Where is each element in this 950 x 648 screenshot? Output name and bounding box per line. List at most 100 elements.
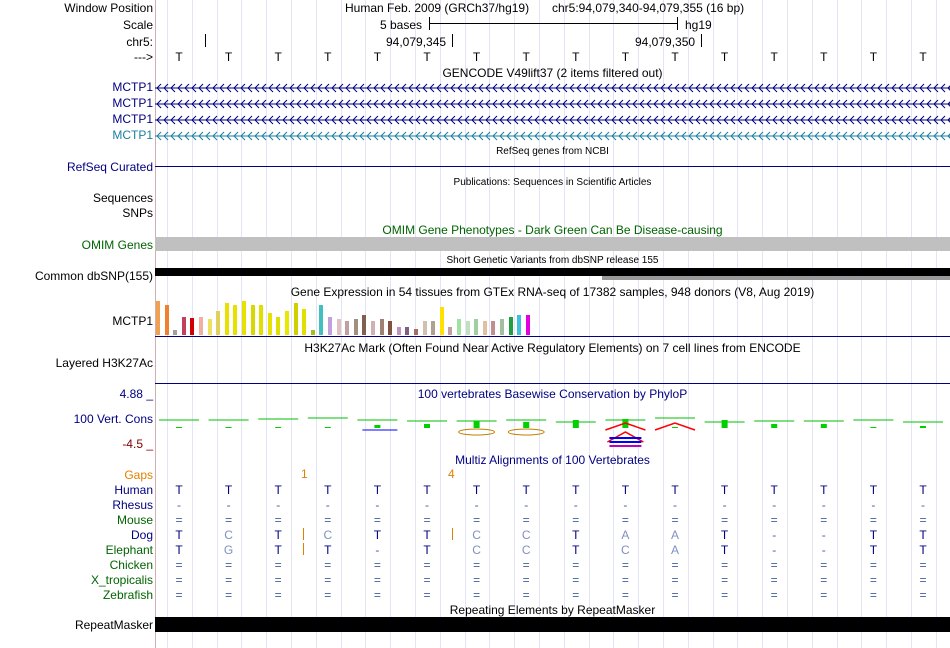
conservation-title[interactable]: 100 vertebrates Basewise Conservation by… [417,387,688,401]
gtex-tissue-bar[interactable] [448,327,453,335]
base-letter: T [324,50,332,64]
label-sequences[interactable]: Sequences [92,191,153,205]
gtex-tissue-bar[interactable] [336,319,341,335]
gtex-tissue-bar[interactable] [216,311,221,335]
species-label-x_tropicalis[interactable]: X_tropicalis [90,573,153,587]
gtex-tissue-bar[interactable] [379,319,384,335]
gtex-tissue-bar[interactable] [302,309,307,335]
dbsnp-title[interactable]: Short Genetic Variants from dbSNP releas… [446,255,659,266]
gtex-tissue-bar[interactable] [242,301,246,335]
repeatmasker-title[interactable]: Repeating Elements by RepeatMasker [449,603,656,617]
label-gencode-mctp1-3[interactable]: MCTP1 [112,112,153,126]
h3k27ac-title[interactable]: H3K27Ac Mark (Often Found Near Active Re… [304,341,801,355]
species-label-elephant[interactable]: Elephant [105,543,153,557]
gtex-tissue-bar[interactable] [224,303,229,335]
species-label-rhesus[interactable]: Rhesus [112,498,153,512]
track-display-area[interactable]: Human Feb. 2009 (GRCh37/hg19) chr5:94,07… [155,0,950,648]
gtex-tissue-bar[interactable] [319,305,324,335]
gtex-tissue-bar[interactable] [431,321,436,335]
gencode-transcript-1[interactable] [155,81,950,95]
gtex-tissue-bar[interactable] [508,317,513,335]
gtex-tissue-bar[interactable] [353,319,358,335]
omim-title[interactable]: OMIM Gene Phenotypes - Dark Green Can Be… [382,223,723,237]
gtex-tissue-bar[interactable] [474,319,479,335]
gtex-tissue-bar[interactable] [439,307,444,335]
gtex-tissue-bar[interactable] [414,329,418,335]
gtex-tissue-bar[interactable] [371,321,375,335]
species-label-zebrafish[interactable]: Zebrafish [102,588,153,602]
gtex-tissue-bar[interactable] [328,317,332,335]
base-letter: T [671,50,679,64]
gtex-tissue-bar[interactable] [482,321,487,335]
grid-line [886,0,888,648]
label-snps[interactable]: SNPs [122,206,153,220]
gtex-tissue-bar[interactable] [233,305,238,335]
gtex-tissue-bar[interactable] [362,315,367,335]
refseq-title[interactable]: RefSeq genes from NCBI [496,146,609,157]
label-h3k27ac[interactable]: Layered H3K27Ac [55,356,153,370]
species-label-human[interactable]: Human [114,483,153,497]
gtex-tissue-bar[interactable] [181,317,186,335]
gtex-tissue-bar[interactable] [293,303,298,335]
gtex-expression-chart[interactable] [156,299,536,335]
gencode-transcript-3[interactable] [155,113,950,127]
gtex-tissue-bar[interactable] [525,315,530,335]
gtex-tissue-bar[interactable] [267,313,272,335]
gtex-tissue-bar[interactable] [207,319,212,335]
species-label-mouse[interactable]: Mouse [116,513,153,527]
gtex-title[interactable]: Gene Expression in 54 tissues from GTEx … [290,285,815,299]
gtex-tissue-bar[interactable] [250,305,255,335]
label-chr[interactable]: chr5: [126,35,153,49]
refseq-gene-line[interactable] [155,166,950,167]
multiz-title[interactable]: Multiz Alignments of 100 Vertebrates [455,453,650,467]
label-gtex[interactable]: MCTP1 [112,314,153,328]
gtex-tissue-bar[interactable] [457,319,461,335]
alignment-cell-rhesus: - [772,498,777,512]
gtex-tissue-bar[interactable] [465,321,470,335]
gencode-transcript-2[interactable] [155,97,950,111]
gtex-tissue-bar[interactable] [517,315,522,335]
dbsnp-variant-bar[interactable] [155,268,950,276]
conservation-plot[interactable] [155,400,950,455]
label-gaps[interactable]: Gaps [124,468,153,482]
gtex-tissue-bar[interactable] [259,305,264,335]
gtex-tissue-bar[interactable] [491,321,496,335]
label-refseq[interactable]: RefSeq Curated [66,160,153,174]
gtex-tissue-bar[interactable] [345,321,350,335]
label-cons[interactable]: 100 Vert. Cons [73,412,153,426]
gtex-tissue-bar[interactable] [388,321,393,335]
label-dbsnp[interactable]: Common dbSNP(155) [34,269,153,283]
label-omim[interactable]: OMIM Genes [81,238,153,252]
gencode-title[interactable]: GENCODE V49lift37 (2 items filtered out) [442,66,663,80]
label-repeatmasker[interactable]: RepeatMasker [74,618,153,632]
repeatmasker-bar[interactable] [155,617,950,632]
alignment-cell-mouse: = [324,513,332,527]
gtex-tissue-bar[interactable] [276,317,281,335]
gtex-tissue-bar[interactable] [285,311,289,335]
conservation-bar [473,421,480,428]
omim-gene-bar[interactable] [155,237,950,251]
gtex-tissue-bar[interactable] [310,330,315,335]
label-scale[interactable]: Scale [122,18,153,32]
gtex-tissue-bar[interactable] [173,330,178,335]
gtex-tissue-bar[interactable] [156,301,160,335]
gtex-tissue-bar[interactable] [422,321,427,335]
publications-title[interactable]: Publications: Sequences in Scientific Ar… [453,177,652,188]
gtex-tissue-bar[interactable] [405,327,410,335]
gtex-tissue-bar[interactable] [164,305,169,335]
label-gencode-mctp1-4[interactable]: MCTP1 [112,128,153,142]
gencode-transcript-4[interactable] [155,129,950,143]
alignment-cell-dog: T [274,528,282,542]
label-gencode-mctp1-2[interactable]: MCTP1 [112,96,153,110]
gtex-tissue-bar[interactable] [500,319,504,335]
species-label-chicken[interactable]: Chicken [109,558,153,572]
label-gencode-mctp1-1[interactable]: MCTP1 [112,80,153,94]
gtex-tissue-bar[interactable] [199,317,203,335]
species-label-dog[interactable]: Dog [130,528,153,542]
label-window-position[interactable]: Window Position [64,1,153,15]
gtex-tissue-bar[interactable] [190,318,195,335]
gtex-tissue-bar[interactable] [396,327,401,335]
grid-line [861,0,863,648]
dbsnp-variant-bar-secondary[interactable] [602,276,950,280]
label-strand-arrow[interactable]: ---> [134,50,153,64]
